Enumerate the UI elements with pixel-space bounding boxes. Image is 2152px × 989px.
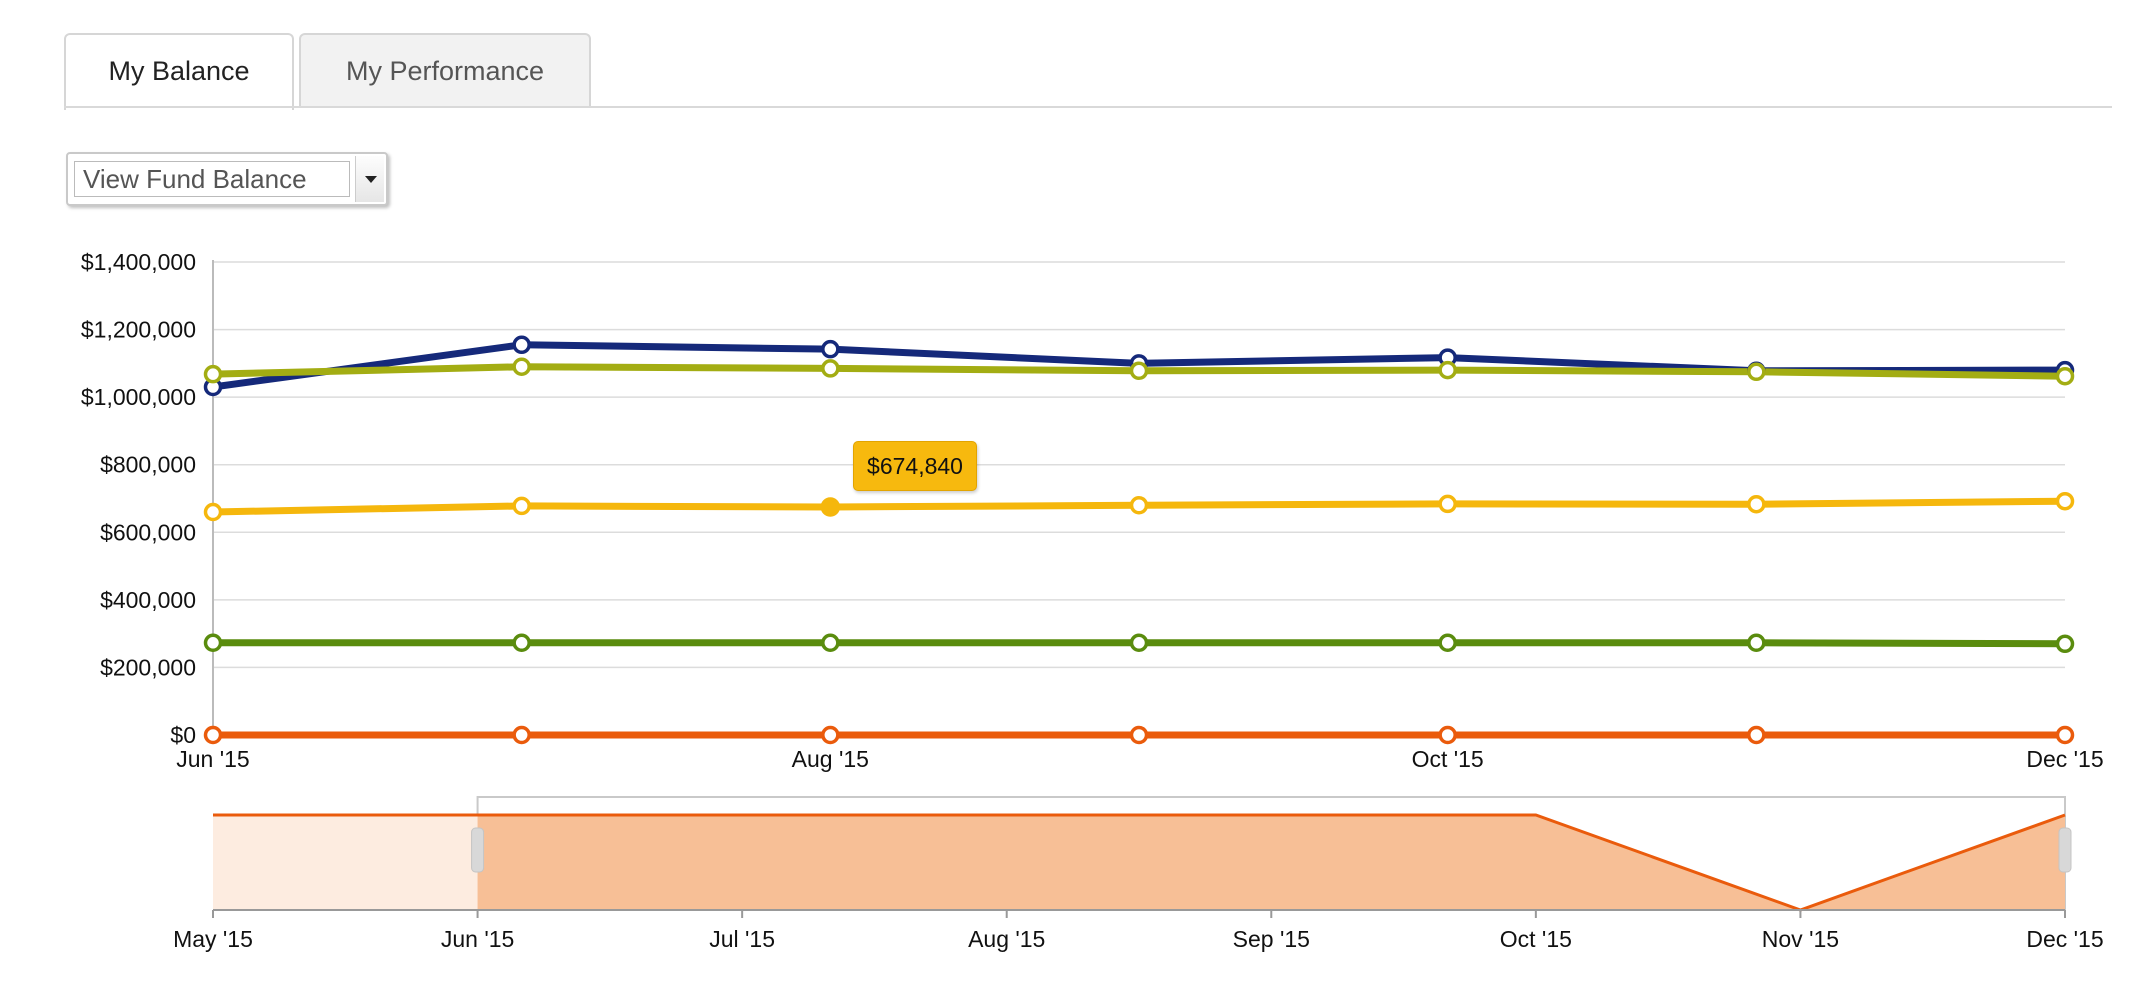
data-point	[2055, 725, 2075, 745]
y-tick-label: $800,000	[100, 452, 196, 478]
navigator-area	[213, 815, 2065, 910]
data-point	[203, 633, 223, 653]
data-point	[1129, 361, 1149, 381]
y-tick-label: $1,200,000	[81, 317, 196, 343]
data-point	[512, 496, 531, 516]
navigator-tick-label: Aug '15	[968, 926, 1045, 952]
data-point	[512, 335, 531, 355]
data-point	[1129, 633, 1149, 653]
data-point	[1129, 725, 1149, 745]
navigator-line	[213, 813, 2066, 912]
navigator-tick-label: Sep '15	[1233, 926, 1310, 952]
chevron-down-icon[interactable]	[355, 156, 384, 202]
data-point	[1747, 633, 1766, 653]
data-point	[1438, 360, 1457, 380]
navigator-tick-label: May '15	[173, 926, 253, 952]
y-tick-label: $600,000	[100, 519, 196, 545]
value-tooltip: $674,840	[853, 441, 977, 491]
navigator-tick-label: Nov '15	[1762, 926, 1839, 952]
navigator-tick-label: Oct '15	[1500, 926, 1572, 952]
navigator-tick-label: Dec '15	[2026, 926, 2103, 952]
navigator-handle[interactable]	[471, 827, 485, 873]
data-point	[1129, 496, 1149, 515]
tab-my-performance[interactable]: My Performance	[299, 33, 591, 108]
data-point	[1438, 725, 1457, 745]
y-tick-label: $1,400,000	[81, 249, 196, 275]
data-point	[1747, 362, 1766, 382]
x-tick-label: Aug '15	[792, 746, 869, 772]
tab-bar: My Balance My Performance	[0, 0, 2152, 110]
fund-view-select-value[interactable]: View Fund Balance	[74, 161, 350, 197]
data-point	[512, 725, 531, 745]
data-point	[821, 633, 840, 653]
navigator-tick-label: Jul '15	[709, 926, 775, 952]
x-tick-label: Jun '15	[176, 746, 249, 772]
x-tick-label: Oct '15	[1412, 746, 1484, 772]
y-tick-label: $0	[170, 722, 196, 748]
data-point	[821, 359, 840, 378]
data-point	[203, 725, 223, 745]
data-point	[512, 357, 531, 376]
navigator-handle[interactable]	[2058, 827, 2072, 873]
navigator-tick-label: Jun '15	[441, 926, 514, 952]
y-tick-label: $400,000	[100, 587, 196, 613]
tab-divider	[64, 106, 2112, 108]
data-point	[203, 364, 223, 384]
navigator-unselected-mask	[213, 815, 478, 910]
data-point	[2055, 491, 2075, 511]
data-point	[1438, 633, 1457, 653]
data-point	[203, 502, 223, 522]
data-point	[821, 725, 840, 745]
y-tick-label: $1,000,000	[81, 384, 196, 410]
fund-view-select[interactable]: View Fund Balance	[66, 152, 388, 206]
data-point	[1438, 494, 1457, 514]
highlighted-data-point	[820, 497, 841, 517]
x-tick-label: Dec '15	[2026, 746, 2103, 772]
y-tick-label: $200,000	[100, 654, 196, 680]
data-point	[2055, 366, 2075, 386]
data-point	[1747, 725, 1766, 745]
data-point	[512, 633, 531, 653]
data-point	[1747, 494, 1766, 514]
data-point	[821, 339, 840, 359]
tab-my-balance[interactable]: My Balance	[64, 33, 294, 110]
data-point	[2055, 634, 2075, 654]
